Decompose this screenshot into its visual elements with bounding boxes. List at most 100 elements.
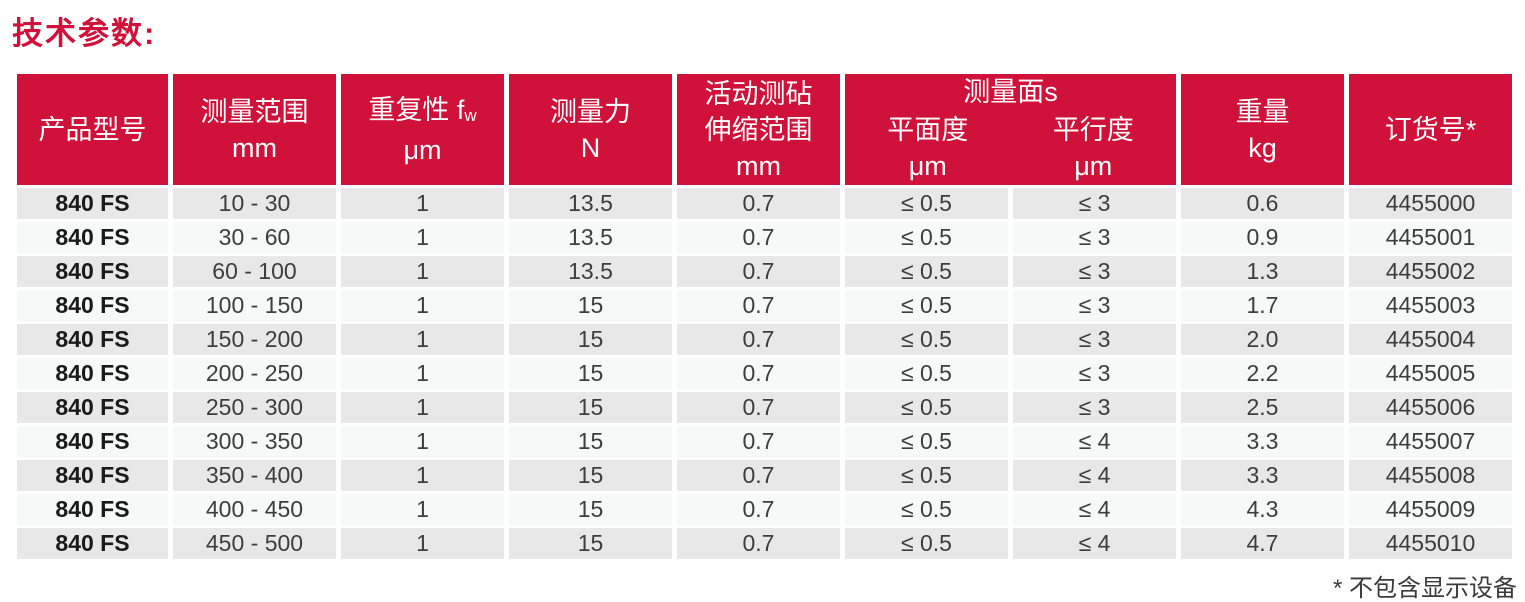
cell-measuring-range: 100 - 150 — [167, 287, 341, 324]
cell-product-model: 840 FS — [12, 389, 173, 426]
header-label: 平面度 — [887, 114, 969, 145]
cell-anvil-travel: 0.7 — [671, 253, 845, 290]
cell-anvil-travel: 0.7 — [671, 457, 845, 494]
cell-repeatability: 1 — [335, 389, 509, 426]
cell-repeatability: 1 — [335, 287, 509, 324]
cell-flatness: ≤ 0.5 — [839, 525, 1013, 562]
cell-weight: 3.3 — [1175, 457, 1349, 494]
cell-anvil-travel: 0.7 — [671, 219, 845, 256]
cell-anvil-travel: 0.7 — [671, 389, 845, 426]
cell-measuring-force: 15 — [503, 355, 677, 392]
cell-parallelism: ≤ 3 — [1007, 219, 1181, 256]
cell-anvil-travel: 0.7 — [671, 287, 845, 324]
cell-weight: 1.7 — [1175, 287, 1349, 324]
header-row-sub: 平面度 μm 平行度 μm — [15, 110, 1515, 188]
cell-measuring-range: 450 - 500 — [167, 525, 341, 562]
header-label: 订货号* — [1384, 114, 1477, 145]
cell-anvil-travel: 0.7 — [671, 525, 845, 562]
cell-weight: 2.0 — [1175, 321, 1349, 358]
cell-measuring-force: 15 — [503, 491, 677, 528]
col-header-weight: 重量 kg — [1175, 71, 1349, 188]
cell-repeatability: 1 — [335, 185, 509, 222]
cell-measuring-range: 30 - 60 — [167, 219, 341, 256]
cell-measuring-force: 15 — [503, 389, 677, 426]
header-label: 测量力 — [549, 96, 631, 127]
cell-measuring-force: 13.5 — [503, 253, 677, 290]
header-label: 产品型号 — [38, 114, 147, 145]
cell-weight: 2.2 — [1175, 355, 1349, 392]
col-header-repeatability: 重复性 fw μm — [335, 71, 509, 188]
cell-flatness: ≤ 0.5 — [839, 253, 1013, 290]
header-unit: μm — [1074, 150, 1113, 181]
footnote: * 不包含显示设备 — [1332, 575, 1517, 602]
header-label: 活动测砧 — [704, 78, 813, 109]
header-unit: kg — [1248, 132, 1277, 163]
cell-measuring-force: 15 — [503, 321, 677, 358]
header-unit: mm — [231, 132, 277, 163]
cell-flatness: ≤ 0.5 — [839, 457, 1013, 494]
cell-parallelism: ≤ 3 — [1007, 253, 1181, 290]
cell-weight: 3.3 — [1175, 423, 1349, 460]
header-unit: N — [580, 132, 601, 163]
cell-repeatability: 1 — [335, 355, 509, 392]
cell-parallelism: ≤ 3 — [1007, 321, 1181, 358]
cell-weight: 4.7 — [1175, 525, 1349, 562]
cell-repeatability: 1 — [335, 321, 509, 358]
header-label: 测量范围 — [200, 96, 309, 127]
cell-order-number: 4455007 — [1343, 423, 1518, 460]
cell-flatness: ≤ 0.5 — [839, 185, 1013, 222]
spec-table-body: 840 FS 10 - 30 1 13.5 0.7 ≤ 0.5 ≤ 3 0.6 4455000 8… — [12, 185, 1518, 562]
cell-parallelism: ≤ 3 — [1007, 185, 1181, 222]
cell-product-model: 840 FS — [12, 525, 173, 562]
cell-repeatability: 1 — [335, 525, 509, 562]
cell-measuring-range: 60 - 100 — [167, 253, 341, 290]
cell-repeatability: 1 — [335, 253, 509, 290]
header-label: 重复性 fw — [368, 94, 477, 125]
table-row: 840 FS 450 - 500 1 15 0.7 ≤ 0.5 ≤ 4 4.7 4455010 — [12, 525, 1518, 562]
cell-product-model: 840 FS — [12, 253, 173, 290]
col-header-flatness: 平面度 μm — [839, 110, 1011, 188]
cell-repeatability: 1 — [335, 457, 509, 494]
cell-flatness: ≤ 0.5 — [839, 423, 1013, 460]
cell-measuring-force: 15 — [503, 457, 677, 494]
col-header-anvil-travel: 活动测砧 伸缩范围 mm — [671, 71, 845, 188]
cell-weight: 0.9 — [1175, 219, 1349, 256]
cell-product-model: 840 FS — [12, 185, 173, 222]
cell-measuring-range: 10 - 30 — [167, 185, 341, 222]
cell-measuring-force: 15 — [503, 525, 677, 562]
cell-parallelism: ≤ 3 — [1007, 389, 1181, 426]
table-row: 840 FS 300 - 350 1 15 0.7 ≤ 0.5 ≤ 4 3.3 4455007 — [12, 423, 1518, 460]
col-header-product-model: 产品型号 — [12, 71, 173, 188]
cell-order-number: 4455009 — [1343, 491, 1518, 528]
header-unit: mm — [735, 150, 781, 181]
table-row: 840 FS 30 - 60 1 13.5 0.7 ≤ 0.5 ≤ 3 0.9 4455001 — [12, 219, 1518, 256]
cell-measuring-range: 250 - 300 — [167, 389, 341, 426]
cell-order-number: 4455000 — [1343, 185, 1518, 222]
col-header-parallelism: 平行度 μm — [1010, 110, 1181, 188]
col-header-order-number: 订货号* — [1343, 71, 1518, 188]
table-row: 840 FS 60 - 100 1 13.5 0.7 ≤ 0.5 ≤ 3 1.3 4455002 — [12, 253, 1518, 290]
cell-measuring-force: 13.5 — [503, 185, 677, 222]
cell-anvil-travel: 0.7 — [671, 423, 845, 460]
header-unit: μm — [908, 150, 947, 181]
cell-weight: 2.5 — [1175, 389, 1349, 426]
cell-measuring-force: 13.5 — [503, 219, 677, 256]
cell-repeatability: 1 — [335, 491, 509, 528]
cell-anvil-travel: 0.7 — [671, 321, 845, 358]
table-row: 840 FS 10 - 30 1 13.5 0.7 ≤ 0.5 ≤ 3 0.6 4455000 — [12, 185, 1518, 222]
col-header-measuring-force: 测量力 N — [503, 71, 677, 188]
table-row: 840 FS 250 - 300 1 15 0.7 ≤ 0.5 ≤ 3 2.5 4455006 — [12, 389, 1518, 426]
cell-parallelism: ≤ 4 — [1007, 491, 1181, 528]
table-row: 840 FS 100 - 150 1 15 0.7 ≤ 0.5 ≤ 3 1.7 4455003 — [12, 287, 1518, 324]
cell-product-model: 840 FS — [12, 355, 173, 392]
cell-product-model: 840 FS — [12, 457, 173, 494]
cell-measuring-force: 15 — [503, 287, 677, 324]
cell-measuring-range: 300 - 350 — [167, 423, 341, 460]
cell-order-number: 4455008 — [1343, 457, 1518, 494]
table-row: 840 FS 350 - 400 1 15 0.7 ≤ 0.5 ≤ 4 3.3 4455008 — [12, 457, 1518, 494]
cell-flatness: ≤ 0.5 — [839, 219, 1013, 256]
cell-parallelism: ≤ 3 — [1007, 287, 1181, 324]
table-row: 840 FS 200 - 250 1 15 0.7 ≤ 0.5 ≤ 3 2.2 4455005 — [12, 355, 1518, 392]
cell-order-number: 4455002 — [1343, 253, 1518, 290]
table-row: 840 FS 400 - 450 1 15 0.7 ≤ 0.5 ≤ 4 4.3 4455009 — [12, 491, 1518, 528]
